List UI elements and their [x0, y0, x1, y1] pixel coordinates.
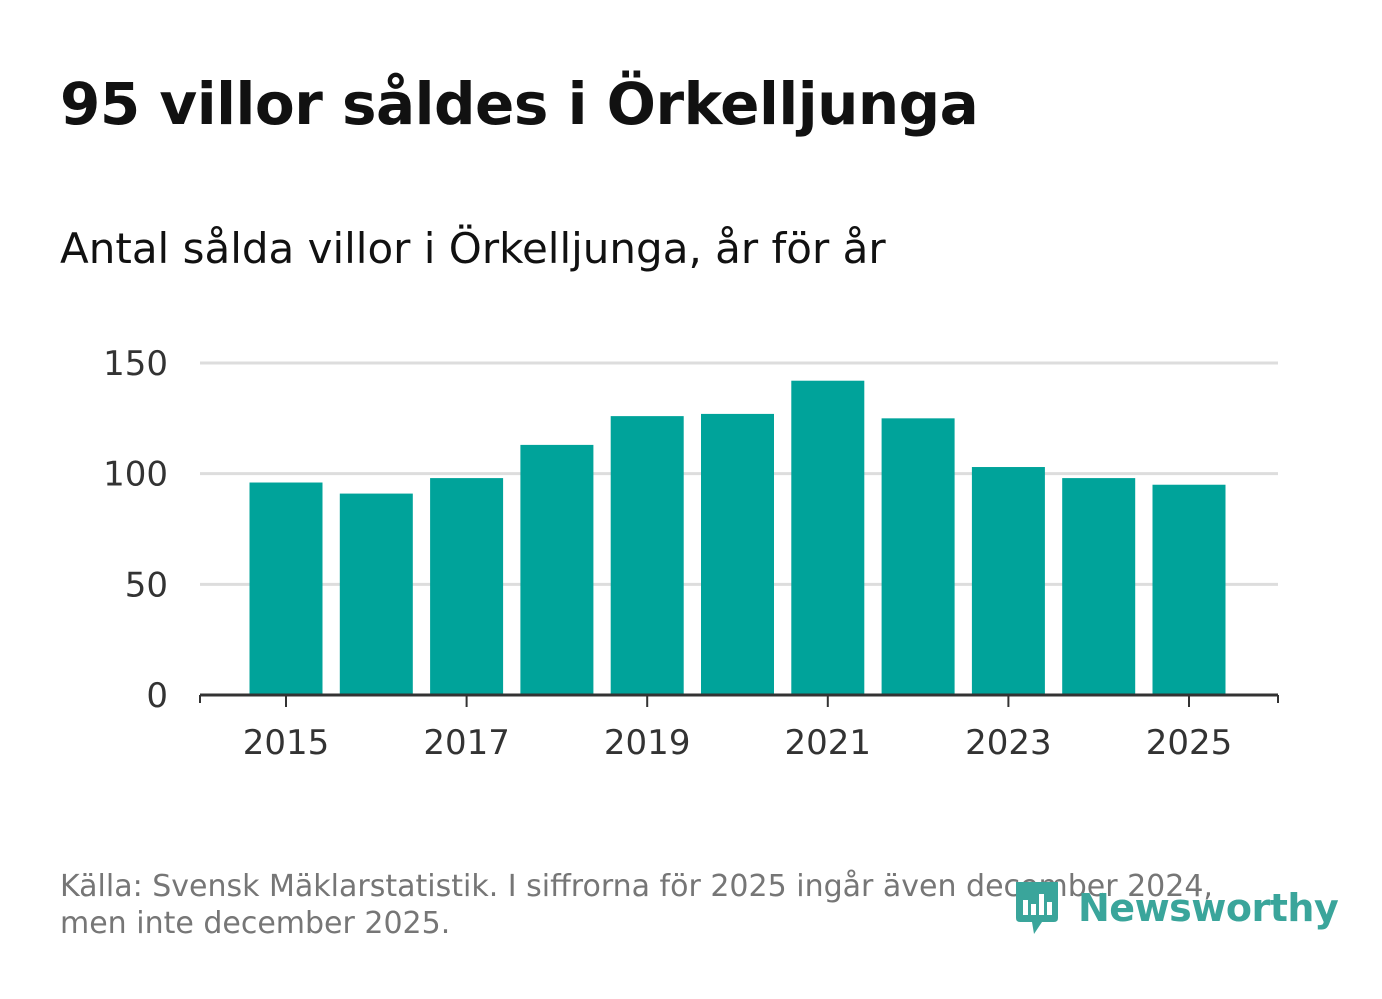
bar-2024 — [1062, 478, 1136, 695]
chart-subtitle: Antal sålda villor i Örkelljunga, år för… — [60, 224, 886, 273]
y-tick-label: 50 — [125, 565, 168, 605]
x-tick-label: 2017 — [423, 723, 510, 763]
bar-2020 — [701, 413, 774, 695]
bar-2018 — [520, 444, 594, 695]
brand-logo: Newsworthy — [1012, 878, 1339, 938]
newsworthy-logo-icon — [1016, 882, 1058, 934]
y-tick-label: 0 — [146, 676, 168, 716]
x-tick-label: 2015 — [243, 723, 330, 763]
x-tick-label: 2021 — [785, 723, 872, 763]
bars — [249, 380, 1226, 695]
brand-name: Newsworthy — [1078, 886, 1339, 930]
bar-2021 — [791, 380, 865, 695]
bar-2025 — [1152, 484, 1226, 695]
x-tick-label: 2023 — [965, 723, 1052, 763]
bar-2023 — [971, 467, 1045, 695]
y-tick-label: 150 — [103, 344, 168, 384]
bar-2015 — [249, 482, 323, 695]
bar-2019 — [610, 416, 684, 695]
bar-2016 — [339, 493, 413, 695]
chart-title: 95 villor såldes i Örkelljunga — [60, 70, 979, 138]
x-tick-label: 2019 — [604, 723, 691, 763]
y-tick-label: 100 — [103, 455, 168, 495]
axes: 0 50 100 150 2015 2017 2019 2021 2023 2025 — [103, 344, 1279, 763]
x-tick-label: 2025 — [1146, 723, 1233, 763]
bar-2022 — [881, 418, 955, 695]
bar-2017 — [430, 478, 504, 695]
